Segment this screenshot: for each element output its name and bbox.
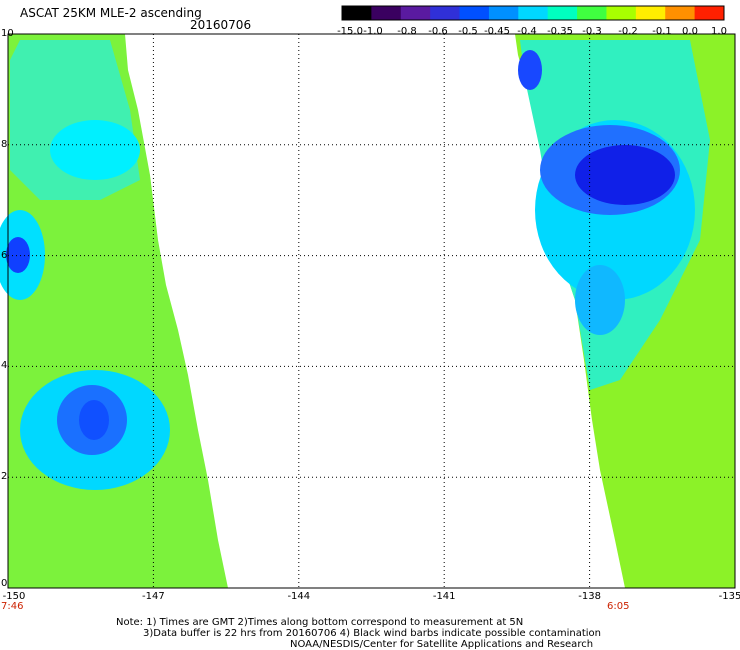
- colorbar-segment: [547, 6, 578, 20]
- colorbar-segment: [635, 6, 666, 20]
- left-blue-spot-west: [6, 237, 30, 273]
- right-cyan-mid: [575, 265, 625, 335]
- y-tick-label: 6: [1, 249, 8, 261]
- map-date: 20160706: [190, 18, 252, 32]
- x-tick-label: -147: [142, 591, 165, 602]
- note-line-1: Note: 1) Times are GMT 2)Times along bot…: [116, 617, 524, 628]
- y-tick-label: 4: [1, 360, 8, 372]
- x-tick-label: -144: [287, 591, 311, 602]
- colorbar-segment: [488, 6, 519, 20]
- right-blue-top-edge: [518, 50, 542, 90]
- colorbar-segment: [371, 6, 402, 20]
- colorbar-tick-label: -0.3: [582, 26, 602, 37]
- left-cyan-blob-north: [50, 120, 140, 180]
- colorbar-segment: [459, 6, 490, 20]
- colorbar-tick-label: -15.0: [337, 26, 363, 37]
- colorbar-segment: [694, 6, 725, 20]
- colorbar-tick-label: 0.0: [682, 26, 698, 37]
- colorbar-segment: [430, 6, 461, 20]
- colorbar-frame: [341, 5, 725, 21]
- colorbar-tick-label: -0.2: [618, 26, 638, 37]
- y-tick-label: 10: [1, 28, 14, 39]
- colorbar-segment: [400, 6, 431, 20]
- colorbar-segment: [577, 6, 607, 20]
- colorbar-segment: [665, 6, 696, 20]
- colorbar-tick-label: -0.6: [428, 26, 448, 37]
- colorbar-segment: [342, 6, 372, 20]
- colorbar-tick-label: 1.0: [711, 26, 727, 37]
- colorbar-segment: [518, 6, 549, 20]
- colorbar-tick-label: -0.45: [484, 26, 510, 37]
- note-line-3: NOAA/NESDIS/Center for Satellite Applica…: [290, 639, 594, 650]
- colorbar-segment: [606, 6, 637, 20]
- colorbar: [341, 5, 725, 21]
- y-tick-label: 8: [1, 138, 8, 150]
- map-frame: [7, 33, 736, 589]
- y-tick-label: 2: [1, 471, 8, 483]
- right-pass-time: 6:05: [607, 601, 630, 612]
- swath-data: [0, 34, 735, 588]
- colorbar-tick-label: -0.35: [547, 26, 573, 37]
- colorbar-tick-label: -0.8: [397, 26, 417, 37]
- colorbar-tick-label: -0.4: [517, 26, 537, 37]
- colorbar-tick-label: -1.0: [363, 26, 383, 37]
- colorbar-tick-label: -0.1: [652, 26, 672, 37]
- x-tick-label: -150: [2, 591, 26, 602]
- grid-lines: [8, 34, 735, 588]
- x-tick-label: -141: [432, 591, 456, 602]
- x-tick-label: -135: [718, 591, 740, 602]
- left-blue-core-south: [79, 400, 109, 440]
- colorbar-tick-label: -0.5: [458, 26, 478, 37]
- x-tick-label: -138: [578, 591, 601, 602]
- map-title: ASCAT 25KM MLE-2 ascending: [20, 6, 202, 20]
- y-tick-label: 0: [1, 578, 8, 589]
- note-line-2: 3)Data buffer is 22 hrs from 20160706 4)…: [143, 628, 601, 639]
- right-deep-blue-core: [575, 145, 675, 205]
- left-pass-time: 7:46: [1, 601, 24, 612]
